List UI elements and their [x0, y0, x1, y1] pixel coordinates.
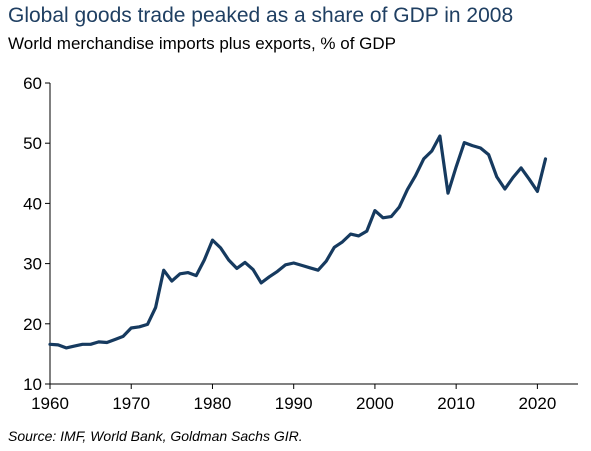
x-tick-label: 1980 [194, 394, 232, 413]
chart-title: Global goods trade peaked as a share of … [8, 4, 514, 27]
series-line [48, 134, 548, 350]
x-tick-label: 2000 [356, 394, 394, 413]
y-tick-label: 60 [23, 74, 42, 93]
x-tick-label: 2020 [518, 394, 556, 413]
plot-area [48, 134, 548, 350]
axes [45, 82, 578, 389]
x-tick-label: 2010 [437, 394, 475, 413]
y-tick-label: 10 [23, 375, 42, 394]
y-tick-label: 40 [23, 194, 42, 213]
source-note: Source: IMF, World Bank, Goldman Sachs G… [8, 428, 303, 444]
chart-subtitle: World merchandise imports plus exports, … [8, 34, 396, 53]
x-tick-label: 1990 [275, 394, 313, 413]
x-tick-label: 1970 [112, 394, 150, 413]
y-tick-label: 50 [23, 134, 42, 153]
y-tick-label: 30 [23, 255, 42, 274]
x-tick-label: 1960 [31, 394, 69, 413]
tick-labels: 10 20 30 40 50 60 1960 1970 1980 1990 2000 2010 2020 [23, 74, 556, 413]
y-tick-label: 20 [23, 315, 42, 334]
